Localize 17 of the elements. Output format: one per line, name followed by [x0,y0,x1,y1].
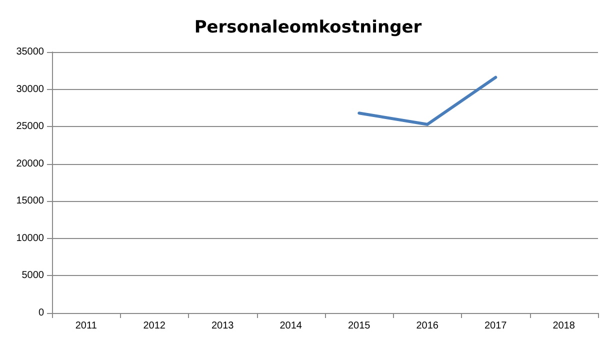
y-tick-label: 20000 [16,158,44,170]
y-tick-label: 30000 [16,84,44,95]
x-tick-label: 2015 [348,320,371,332]
y-tick-label: 25000 [16,121,44,132]
x-tick-label: 2013 [212,320,234,332]
x-tick-label: 2014 [280,320,302,332]
x-tick-label: 2016 [416,320,439,332]
y-tick-label: 5000 [22,270,44,282]
y-tick-label: 35000 [16,46,44,58]
chart-title: Personaleomkostninger [194,18,422,38]
y-tick-label: 15000 [16,196,44,207]
x-tick-label: 2011 [75,320,98,332]
x-tick-label: 2017 [484,320,508,332]
x-tick-label: 2018 [552,320,576,332]
x-tick-label: 2012 [143,320,166,332]
y-tick-label: 10000 [16,232,44,244]
y-tick-label: 0 [38,308,44,318]
